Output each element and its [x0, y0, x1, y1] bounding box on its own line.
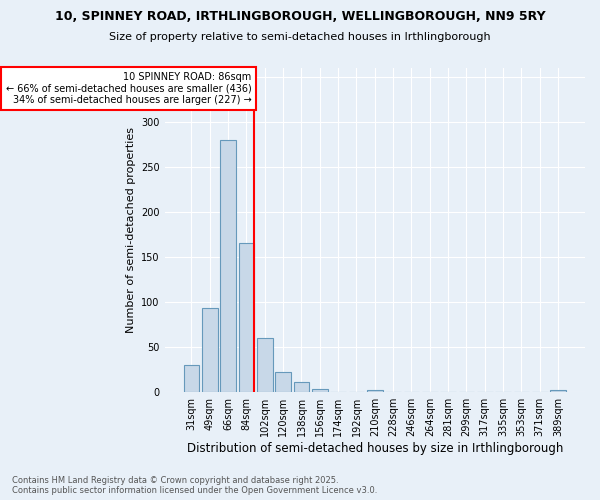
Bar — [202, 308, 218, 392]
Bar — [184, 365, 199, 392]
Bar — [275, 372, 291, 392]
Text: 10, SPINNEY ROAD, IRTHLINGBOROUGH, WELLINGBOROUGH, NN9 5RY: 10, SPINNEY ROAD, IRTHLINGBOROUGH, WELLI… — [55, 10, 545, 23]
Text: 10 SPINNEY ROAD: 86sqm
← 66% of semi-detached houses are smaller (436)
34% of se: 10 SPINNEY ROAD: 86sqm ← 66% of semi-det… — [6, 72, 251, 105]
Y-axis label: Number of semi-detached properties: Number of semi-detached properties — [125, 127, 136, 333]
Text: Contains HM Land Registry data © Crown copyright and database right 2025.
Contai: Contains HM Land Registry data © Crown c… — [12, 476, 377, 495]
X-axis label: Distribution of semi-detached houses by size in Irthlingborough: Distribution of semi-detached houses by … — [187, 442, 563, 455]
Bar — [257, 338, 272, 392]
Bar — [293, 382, 309, 392]
Text: Size of property relative to semi-detached houses in Irthlingborough: Size of property relative to semi-detach… — [109, 32, 491, 42]
Bar — [239, 244, 254, 392]
Bar — [367, 390, 383, 392]
Bar — [220, 140, 236, 392]
Bar — [312, 388, 328, 392]
Bar — [550, 390, 566, 392]
